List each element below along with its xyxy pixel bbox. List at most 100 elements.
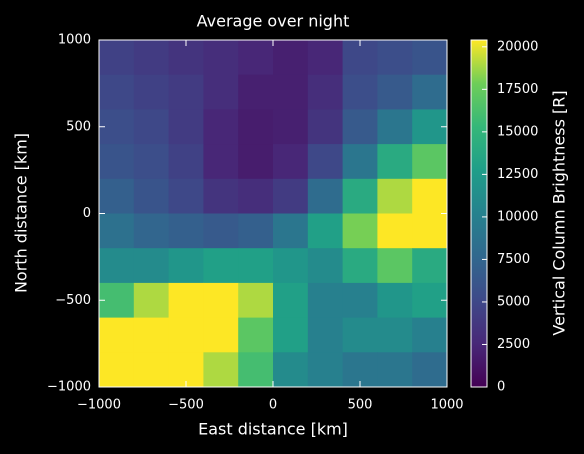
- heatmap-cell: [203, 213, 239, 249]
- heatmap-cell: [273, 74, 309, 110]
- heatmap-cell: [168, 74, 204, 110]
- colorbar-label: Vertical Column Brightness [R]: [550, 90, 569, 335]
- heatmap-cell: [133, 40, 170, 76]
- heatmap-cell: [273, 109, 309, 145]
- heatmap-cell: [307, 213, 344, 249]
- heatmap-cell: [377, 352, 413, 388]
- heatmap-cell: [273, 282, 309, 319]
- heatmap-cell: [342, 282, 378, 319]
- y-tick-label: −500: [55, 293, 91, 308]
- heatmap-cells: [99, 40, 448, 388]
- heatmap-cell: [203, 144, 239, 180]
- heatmap-cell: [238, 248, 274, 284]
- heatmap-cell: [412, 74, 448, 110]
- heatmap-cell: [307, 248, 344, 284]
- heatmap-cell: [307, 178, 344, 214]
- heatmap-cell: [133, 352, 170, 388]
- colorbar-tick-label: 20000: [497, 39, 538, 54]
- colorbar-tick-label: 2500: [497, 337, 530, 352]
- heatmap-cell: [412, 178, 448, 214]
- heatmap-cell: [133, 109, 170, 145]
- heatmap-cell: [307, 40, 344, 76]
- heatmap-cell: [168, 109, 204, 145]
- heatmap-cell: [133, 213, 170, 249]
- heatmap-cell: [273, 144, 309, 180]
- heatmap-cell: [377, 74, 413, 110]
- heatmap-cell: [342, 248, 378, 284]
- heatmap-cell: [342, 213, 378, 249]
- heatmap-cell: [238, 282, 274, 319]
- heatmap-cell: [273, 352, 309, 388]
- heatmap-cell: [203, 248, 239, 284]
- heatmap-cell: [238, 178, 274, 214]
- y-tick-label: 500: [66, 119, 91, 134]
- colorbar-tick-label: 12500: [497, 167, 538, 182]
- heatmap-cell: [168, 144, 204, 180]
- heatmap-cell: [99, 74, 135, 110]
- heatmap-cell: [307, 144, 344, 180]
- heatmap-cell: [203, 74, 239, 110]
- y-tick-label: −1000: [47, 380, 91, 395]
- heatmap-cell: [307, 282, 344, 319]
- heatmap-cell: [99, 317, 135, 353]
- heatmap-cell: [168, 282, 204, 319]
- heatmap-cell: [203, 109, 239, 145]
- heatmap-cell: [377, 178, 413, 214]
- heatmap-cell: [99, 40, 135, 76]
- heatmap-cell: [273, 317, 309, 353]
- heatmap-cell: [342, 317, 378, 353]
- colorbar-tick-label: 5000: [497, 294, 530, 309]
- heatmap-cell: [99, 144, 135, 180]
- heatmap-cell: [133, 317, 170, 353]
- heatmap-cell: [168, 178, 204, 214]
- y-axis-label: North distance [km]: [12, 133, 31, 293]
- heatmap-cell: [133, 248, 170, 284]
- y-tick-label: 0: [83, 206, 91, 221]
- heatmap-cell: [203, 40, 239, 76]
- heatmap-cell: [238, 317, 274, 353]
- colorbar-tick-label: 10000: [497, 209, 538, 224]
- heatmap-cell: [273, 248, 309, 284]
- heatmap-cell: [99, 213, 135, 249]
- heatmap-cell: [203, 282, 239, 319]
- heatmap-cell: [342, 74, 378, 110]
- colorbar: [470, 39, 488, 388]
- heatmap-cell: [133, 282, 170, 319]
- heatmap-cell: [203, 352, 239, 388]
- heatmap-cell: [377, 144, 413, 180]
- heatmap-cell: [412, 317, 448, 353]
- heatmap-cell: [203, 178, 239, 214]
- x-tick-label: −500: [168, 398, 204, 413]
- heatmap-cell: [133, 144, 170, 180]
- heatmap-cell: [342, 109, 378, 145]
- heatmap-cell: [99, 248, 135, 284]
- heatmap-cell: [238, 213, 274, 249]
- chart-title: Average over night: [197, 12, 350, 31]
- heatmap-cell: [377, 317, 413, 353]
- colorbar-tick-label: 17500: [497, 82, 538, 97]
- colorbar-tick-label: 0: [497, 380, 505, 395]
- heatmap-cell: [377, 282, 413, 319]
- heatmap-cell: [168, 248, 204, 284]
- x-tick-label: 0: [269, 398, 277, 413]
- heatmap-cell: [238, 352, 274, 388]
- heatmap-cell: [168, 317, 204, 353]
- heatmap-cell: [377, 248, 413, 284]
- heatmap-cell: [377, 109, 413, 145]
- heatmap-cell: [412, 144, 448, 180]
- x-tick-label: −1000: [77, 398, 121, 413]
- heatmap-cell: [99, 352, 135, 388]
- heatmap-cell: [377, 40, 413, 76]
- heatmap-cell: [412, 352, 448, 388]
- heatmap-cell: [273, 178, 309, 214]
- heatmap-cell: [342, 144, 378, 180]
- colorbar-tick-label: 15000: [497, 124, 538, 139]
- heatmap-cell: [412, 213, 448, 249]
- heatmap-cell: [133, 74, 170, 110]
- heatmap-cell: [238, 74, 274, 110]
- heatmap-cell: [307, 317, 344, 353]
- heatmap-cell: [133, 178, 170, 214]
- heatmap-cell: [377, 213, 413, 249]
- x-tick-label: 500: [348, 398, 373, 413]
